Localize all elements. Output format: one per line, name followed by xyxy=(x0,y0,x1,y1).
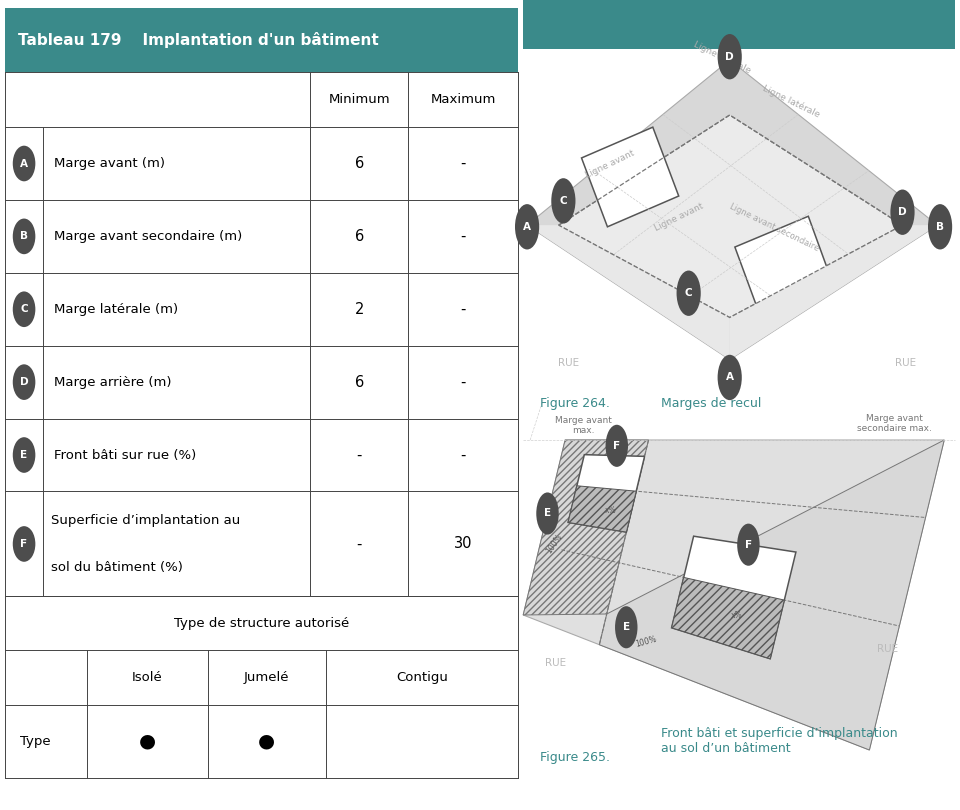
Text: Superficie d’implantation au: Superficie d’implantation au xyxy=(51,514,240,527)
Text: Figure 265.: Figure 265. xyxy=(540,752,611,765)
Text: D: D xyxy=(899,207,907,217)
Text: -: - xyxy=(356,447,362,463)
Circle shape xyxy=(928,204,952,249)
Bar xyxy=(5,8,518,72)
Circle shape xyxy=(12,292,36,327)
Text: RUE: RUE xyxy=(895,358,916,368)
Polygon shape xyxy=(599,440,945,750)
Text: E: E xyxy=(623,622,630,633)
Circle shape xyxy=(606,424,628,467)
Text: 100%: 100% xyxy=(544,532,564,555)
Text: RUE: RUE xyxy=(558,358,579,368)
Text: 6: 6 xyxy=(354,375,364,390)
Polygon shape xyxy=(582,127,679,227)
Circle shape xyxy=(12,437,36,473)
Text: A: A xyxy=(523,222,531,232)
Text: Contigu: Contigu xyxy=(396,671,448,684)
Text: C: C xyxy=(684,288,692,298)
Text: Figure 264.: Figure 264. xyxy=(540,398,611,411)
Text: ●: ● xyxy=(258,731,276,751)
Polygon shape xyxy=(672,536,796,659)
Text: RUE: RUE xyxy=(877,644,899,654)
Circle shape xyxy=(515,204,540,249)
Text: E: E xyxy=(544,509,551,518)
Text: Ligne latérale: Ligne latérale xyxy=(761,83,821,119)
Polygon shape xyxy=(527,225,730,360)
Circle shape xyxy=(718,355,742,400)
Polygon shape xyxy=(559,115,902,318)
Circle shape xyxy=(12,526,36,562)
Text: Marge avant
max.: Marge avant max. xyxy=(555,416,612,435)
Text: Marge arrière (m): Marge arrière (m) xyxy=(54,376,171,389)
Text: D: D xyxy=(726,52,734,62)
Text: Jumelé: Jumelé xyxy=(244,671,290,684)
Text: B: B xyxy=(20,232,28,241)
Polygon shape xyxy=(568,454,644,532)
Circle shape xyxy=(615,606,637,648)
Circle shape xyxy=(12,219,36,254)
Text: F: F xyxy=(745,539,752,550)
Text: 6: 6 xyxy=(354,156,364,171)
Text: Tableau 179    Implantation d'un bâtiment: Tableau 179 Implantation d'un bâtiment xyxy=(17,32,378,49)
Text: Front bâti sur rue (%): Front bâti sur rue (%) xyxy=(54,449,196,462)
Text: A: A xyxy=(726,373,733,382)
Polygon shape xyxy=(730,225,938,360)
Text: RUE: RUE xyxy=(545,658,566,667)
Text: 6: 6 xyxy=(354,229,364,244)
Text: Ligne avant secondaire: Ligne avant secondaire xyxy=(728,202,820,253)
Polygon shape xyxy=(672,578,784,659)
Text: Type: Type xyxy=(20,735,51,748)
Text: 2: 2 xyxy=(354,302,364,317)
Text: -: - xyxy=(461,229,466,244)
Circle shape xyxy=(551,178,575,224)
Text: -: - xyxy=(461,156,466,171)
Text: Minimum: Minimum xyxy=(328,93,390,106)
Text: Marges de recul: Marges de recul xyxy=(661,398,762,411)
Text: -: - xyxy=(461,375,466,390)
Text: x%: x% xyxy=(732,612,743,620)
Circle shape xyxy=(12,146,36,181)
Circle shape xyxy=(718,34,742,79)
Text: Isolé: Isolé xyxy=(132,671,162,684)
Text: ●: ● xyxy=(139,731,156,751)
Text: Marge latérale (m): Marge latérale (m) xyxy=(54,303,178,316)
Text: 100%: 100% xyxy=(635,634,658,649)
Text: Marge avant
secondaire max.: Marge avant secondaire max. xyxy=(857,414,932,433)
Text: -: - xyxy=(461,302,466,317)
Text: Ligne avant: Ligne avant xyxy=(653,202,705,232)
Text: B: B xyxy=(936,222,944,232)
Text: E: E xyxy=(20,450,28,460)
Text: Marge avant secondaire (m): Marge avant secondaire (m) xyxy=(54,230,242,243)
Text: sol du bâtiment (%): sol du bâtiment (%) xyxy=(51,561,183,573)
Bar xyxy=(523,0,955,49)
Text: F: F xyxy=(613,441,620,451)
Text: 30: 30 xyxy=(454,536,472,552)
Circle shape xyxy=(891,190,915,235)
Polygon shape xyxy=(568,486,636,532)
Text: D: D xyxy=(20,377,29,387)
Polygon shape xyxy=(735,216,834,318)
Circle shape xyxy=(737,523,759,565)
Text: Ligne avant: Ligne avant xyxy=(584,149,636,180)
Text: C: C xyxy=(20,305,28,314)
Text: Maximum: Maximum xyxy=(430,93,496,106)
Polygon shape xyxy=(527,60,938,360)
Circle shape xyxy=(12,364,36,400)
Text: F: F xyxy=(20,539,28,549)
Circle shape xyxy=(537,492,559,535)
Text: -: - xyxy=(356,536,362,552)
Text: -: - xyxy=(461,447,466,463)
Text: Marge avant (m): Marge avant (m) xyxy=(54,157,164,170)
Polygon shape xyxy=(523,440,649,615)
Text: Ligne latérale: Ligne latérale xyxy=(692,39,752,75)
Text: C: C xyxy=(560,196,567,206)
Text: Front bâti et superficie d’implantation
au sol d’un bâtiment: Front bâti et superficie d’implantation … xyxy=(661,727,898,755)
Circle shape xyxy=(677,271,701,316)
Text: A: A xyxy=(20,159,28,168)
Text: Type de structure autorisé: Type de structure autorisé xyxy=(174,616,349,629)
Polygon shape xyxy=(523,440,945,750)
Text: x%: x% xyxy=(605,505,616,514)
